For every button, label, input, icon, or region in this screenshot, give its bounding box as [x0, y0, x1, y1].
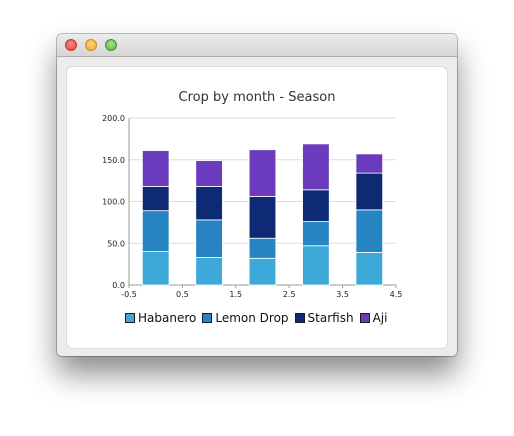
bar-segment-starfish: [355, 172, 384, 211]
legend-swatch: [359, 313, 370, 323]
bar-segment-aji: [248, 149, 277, 197]
bar-segment-lemon-drop: [355, 209, 384, 253]
bar-segment-starfish: [141, 186, 170, 212]
bar-segment-habanero: [141, 251, 170, 286]
chart-view: Crop by month - Season 0.0 50.0 100.0 150.0 2…: [67, 67, 447, 348]
legend-item-habanero: Habanero: [125, 311, 196, 325]
bar-segment-starfish: [248, 196, 277, 239]
title-bar: [57, 34, 457, 57]
x-tick-label: 3.5: [336, 290, 349, 299]
legend-label: Aji: [372, 311, 388, 325]
x-tick-label: 0.5: [176, 290, 189, 299]
bar-segment-aji: [302, 143, 330, 191]
y-tick-label: 0.0: [112, 281, 125, 290]
x-tick-label: 1.5: [229, 290, 242, 299]
bar-segment-habanero: [302, 245, 330, 286]
chart-title: Crop by month - Season: [179, 90, 336, 105]
legend-label: Habanero: [138, 311, 197, 325]
bar-segment-lemon-drop: [141, 210, 170, 252]
x-tick-label: 2.5: [283, 290, 296, 299]
bar-segment-habanero: [355, 252, 384, 286]
bar-segment-habanero: [195, 257, 223, 286]
legend-label: Starfish: [307, 311, 354, 325]
x-tick-label: 4.5: [390, 290, 403, 299]
legend-item-aji: Aji: [359, 311, 388, 325]
bar-segment-lemon-drop: [302, 221, 330, 247]
bar-segment-lemon-drop: [248, 237, 277, 259]
legend-item-starfish: Starfish: [294, 311, 354, 325]
bar-segment-starfish: [195, 186, 223, 221]
bar-segment-aji: [195, 160, 223, 187]
y-tick-label: 150.0: [102, 156, 125, 165]
bar-segment-lemon-drop: [195, 219, 223, 258]
bar-segment-aji: [355, 153, 384, 174]
chart-legend: Habanero Lemon Drop Starfish Aji: [125, 311, 387, 325]
x-tick-label: -0.5: [121, 290, 137, 299]
bar-segment-habanero: [248, 257, 277, 286]
window-content: Crop by month - Season 0.0 50.0 100.0 150.0 2…: [57, 57, 457, 356]
bar-segment-starfish: [302, 189, 330, 222]
y-tick-label: 100.0: [102, 198, 125, 207]
stacked-bar-chart: Crop by month - Season 0.0 50.0 100.0 150.0 2…: [102, 90, 403, 299]
legend-swatch: [202, 313, 213, 323]
legend-label: Lemon Drop: [215, 311, 289, 325]
legend-swatch: [294, 313, 305, 323]
close-window-button[interactable]: [65, 39, 77, 51]
bar-segment-aji: [141, 150, 170, 187]
y-tick-label: 50.0: [107, 239, 125, 248]
minimize-window-button[interactable]: [85, 39, 97, 51]
zoom-window-button[interactable]: [105, 39, 117, 51]
legend-item-lemon-drop: Lemon Drop: [202, 311, 289, 325]
app-window: Crop by month - Season 0.0 50.0 100.0 150.0 2…: [57, 34, 457, 356]
y-tick-label: 200.0: [102, 114, 125, 123]
legend-swatch: [125, 313, 135, 323]
